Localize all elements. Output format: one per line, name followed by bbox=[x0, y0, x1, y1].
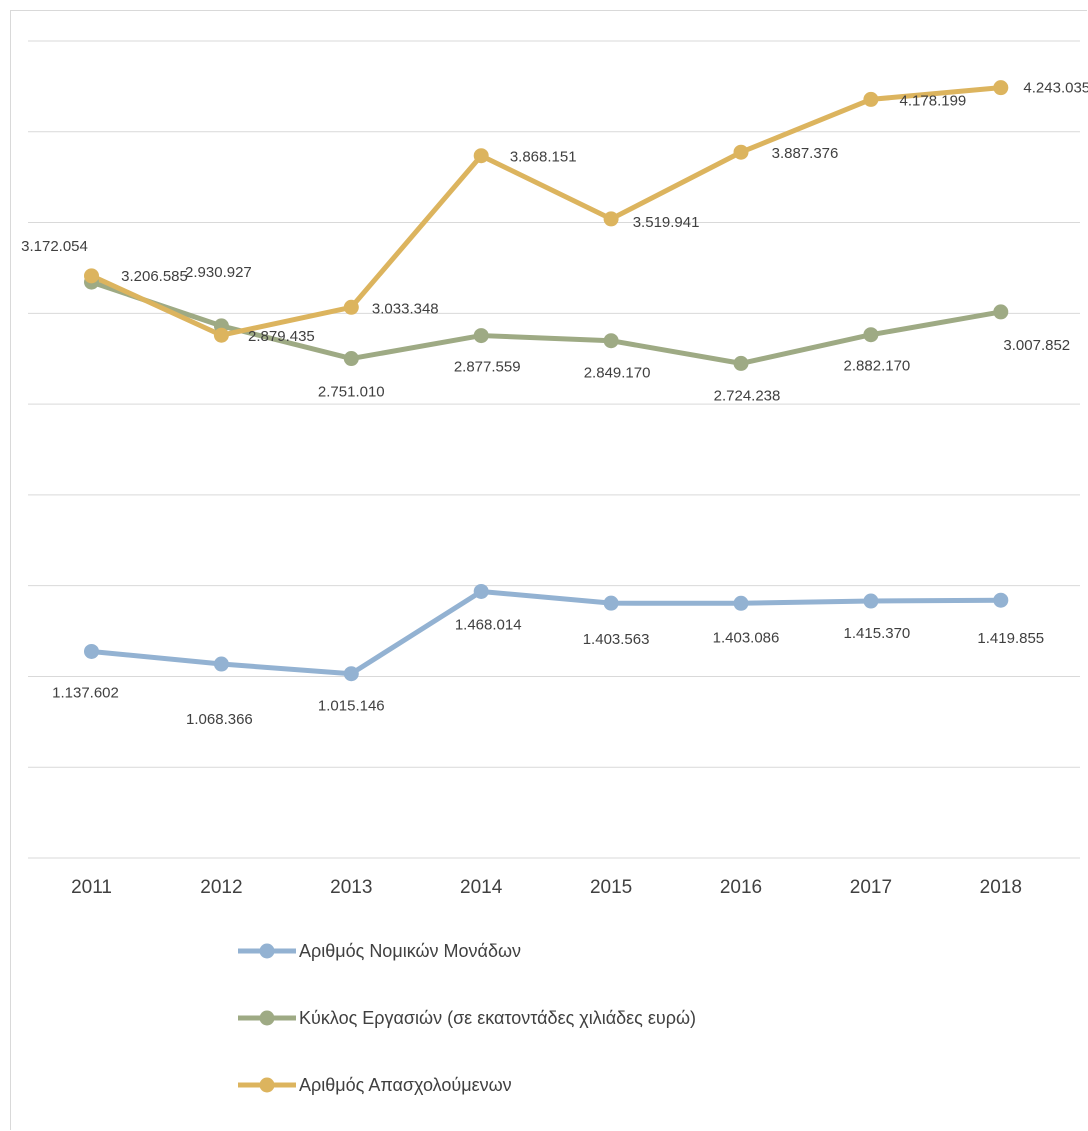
x-tick-label: 2014 bbox=[460, 877, 503, 898]
legend-marker bbox=[259, 1077, 275, 1093]
data-label: 3.172.054 bbox=[21, 238, 88, 255]
data-point bbox=[733, 355, 749, 371]
legend-marker bbox=[259, 1010, 275, 1026]
data-point bbox=[473, 583, 489, 599]
data-label: 1.068.366 bbox=[186, 711, 253, 728]
legend-marker bbox=[259, 943, 275, 959]
series-line-1 bbox=[89, 588, 1004, 677]
data-label: 2.751.010 bbox=[318, 384, 385, 401]
data-point bbox=[84, 268, 99, 284]
data-point bbox=[213, 656, 229, 672]
chart-frame bbox=[10, 10, 1087, 1130]
data-point bbox=[473, 148, 489, 164]
data-point bbox=[993, 80, 1009, 96]
data-label: 3.868.151 bbox=[510, 149, 577, 166]
series-line-3 bbox=[89, 85, 1004, 338]
data-point bbox=[603, 333, 619, 349]
data-point bbox=[343, 666, 359, 682]
data-label: 2.877.559 bbox=[454, 359, 521, 376]
data-point bbox=[343, 351, 359, 367]
data-label: 3.007.852 bbox=[1003, 337, 1070, 354]
x-tick-label: 2012 bbox=[200, 877, 242, 898]
data-label: 3.519.941 bbox=[633, 214, 700, 231]
data-point bbox=[863, 593, 879, 609]
x-tick-label: 2018 bbox=[980, 877, 1022, 898]
legend-label: Αριθμός Απασχολούμενων bbox=[299, 1075, 512, 1095]
legend-item-2[interactable]: Κύκλος Εργασιών (σε εκατοντάδες χιλιάδες… bbox=[238, 1008, 696, 1028]
legend-label: Κύκλος Εργασιών (σε εκατοντάδες χιλιάδες… bbox=[299, 1008, 696, 1028]
data-label: 4.243.035 bbox=[1023, 80, 1088, 97]
data-label: 1.403.086 bbox=[713, 629, 780, 646]
data-points bbox=[84, 80, 1009, 682]
x-tick-label: 2011 bbox=[71, 877, 112, 898]
data-point bbox=[603, 595, 619, 611]
data-label: 1.403.563 bbox=[583, 631, 650, 648]
legend-label: Αριθμός Νομικών Μονάδων bbox=[299, 941, 521, 961]
data-label: 1.468.014 bbox=[455, 616, 522, 633]
legend-item-1[interactable]: Αριθμός Νομικών Μονάδων bbox=[238, 941, 521, 961]
data-label: 2.882.170 bbox=[844, 358, 911, 375]
data-label: 1.015.146 bbox=[318, 698, 385, 715]
data-label: 2.930.927 bbox=[185, 264, 252, 281]
data-label: 3.887.376 bbox=[772, 145, 839, 162]
series-lines bbox=[89, 85, 1004, 677]
data-label: 3.033.348 bbox=[372, 300, 439, 317]
data-label: 3.206.585 bbox=[121, 268, 188, 285]
legend: Αριθμός Νομικών Μονάδων Κύκλος Εργασιών (… bbox=[238, 941, 696, 1095]
x-tick-label: 2017 bbox=[850, 877, 892, 898]
data-point bbox=[863, 327, 879, 343]
data-label: 4.178.199 bbox=[900, 92, 967, 109]
x-tick-label: 2013 bbox=[330, 877, 372, 898]
gridlines bbox=[28, 40, 1080, 859]
data-label: 1.419.855 bbox=[977, 630, 1044, 647]
data-label: 1.415.370 bbox=[844, 625, 911, 642]
data-label: 2.849.170 bbox=[584, 365, 651, 382]
data-label: 2.724.238 bbox=[714, 387, 781, 404]
x-tick-label: 2016 bbox=[720, 877, 762, 898]
data-label: 2.879.435 bbox=[248, 328, 315, 345]
data-point bbox=[213, 327, 229, 343]
legend-item-3[interactable]: Αριθμός Απασχολούμενων bbox=[238, 1075, 512, 1095]
data-point bbox=[603, 211, 619, 227]
data-labels: 1.137.602 1.068.366 1.015.146 1.468.014 1.40… bbox=[21, 80, 1088, 728]
data-point bbox=[84, 643, 99, 659]
data-point bbox=[343, 299, 359, 315]
data-point bbox=[473, 328, 489, 344]
data-point bbox=[993, 304, 1009, 320]
data-label: 1.137.602 bbox=[52, 684, 119, 701]
x-axis: 2011 2012 2013 2014 2015 2016 2017 2018 bbox=[71, 877, 1022, 898]
data-point bbox=[733, 144, 749, 160]
data-point bbox=[993, 592, 1009, 608]
x-tick-label: 2015 bbox=[590, 877, 632, 898]
data-point bbox=[863, 91, 879, 107]
data-point bbox=[733, 595, 749, 611]
